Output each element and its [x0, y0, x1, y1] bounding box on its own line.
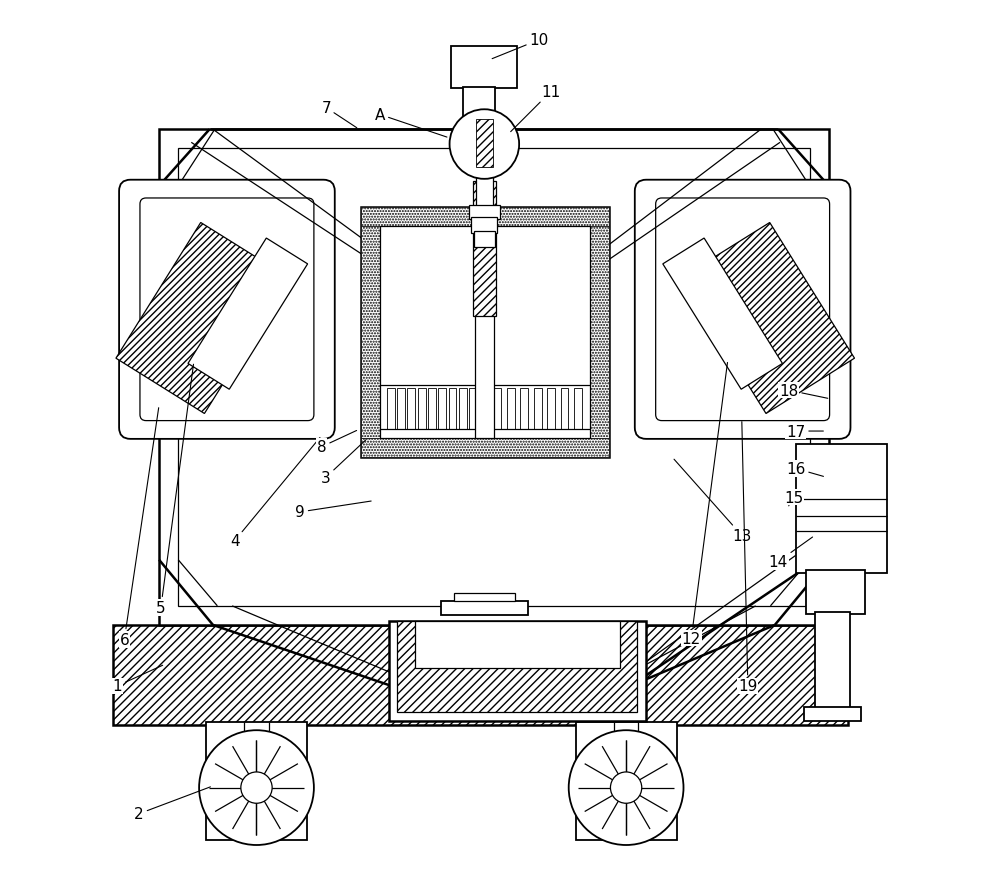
Bar	[796, 445, 887, 574]
Bar	[590, 226, 609, 438]
Bar	[418, 389, 426, 430]
Bar	[476, 164, 493, 208]
FancyBboxPatch shape	[119, 181, 335, 439]
Bar	[576, 723, 677, 840]
Text: 13: 13	[674, 460, 751, 543]
Bar	[474, 232, 495, 247]
Bar	[804, 707, 861, 721]
Polygon shape	[116, 224, 289, 414]
Bar	[534, 389, 542, 430]
Bar	[475, 226, 494, 438]
Bar	[206, 723, 307, 840]
FancyBboxPatch shape	[635, 181, 850, 439]
Bar	[469, 206, 500, 219]
Bar	[178, 149, 810, 606]
Bar	[561, 389, 568, 430]
Bar	[361, 438, 609, 458]
Bar	[451, 46, 517, 89]
Text: 7: 7	[321, 101, 357, 129]
Bar	[361, 226, 380, 438]
Bar	[459, 389, 467, 430]
Polygon shape	[188, 239, 308, 389]
Bar	[520, 389, 528, 430]
Bar	[361, 208, 609, 226]
Bar	[449, 389, 456, 430]
Bar	[815, 612, 850, 712]
Bar	[159, 130, 829, 625]
Circle shape	[241, 772, 272, 803]
Bar	[454, 593, 515, 602]
Bar	[438, 389, 446, 430]
Bar	[493, 389, 501, 430]
Text: 6: 6	[119, 408, 159, 647]
Text: 17: 17	[786, 424, 823, 439]
Text: 16: 16	[786, 461, 823, 477]
Bar	[415, 621, 620, 668]
Text: A: A	[375, 108, 447, 138]
Bar	[387, 389, 395, 430]
Text: 14: 14	[769, 538, 813, 569]
Text: 12: 12	[682, 363, 727, 645]
Text: 8: 8	[317, 431, 357, 454]
Circle shape	[199, 731, 314, 845]
Text: 9: 9	[295, 502, 371, 520]
Circle shape	[450, 111, 519, 180]
Bar	[397, 621, 637, 712]
Bar	[507, 389, 515, 430]
Bar	[463, 88, 495, 124]
Bar	[397, 389, 405, 430]
Bar	[471, 217, 497, 233]
Text: 5: 5	[156, 365, 194, 616]
Bar	[361, 208, 609, 458]
Bar	[473, 182, 496, 317]
FancyBboxPatch shape	[656, 199, 830, 421]
Bar	[428, 389, 436, 430]
Bar	[441, 602, 528, 616]
FancyBboxPatch shape	[140, 199, 314, 421]
Bar	[113, 625, 848, 725]
Circle shape	[569, 731, 683, 845]
Bar	[574, 389, 582, 430]
Bar	[397, 621, 637, 712]
Text: 1: 1	[113, 666, 163, 694]
Circle shape	[610, 772, 642, 803]
Bar	[476, 119, 493, 168]
Text: 19: 19	[738, 422, 758, 694]
Polygon shape	[663, 239, 782, 389]
Bar	[407, 389, 415, 430]
Bar	[806, 571, 865, 614]
Text: 3: 3	[321, 440, 366, 485]
Bar	[389, 621, 646, 721]
Text: 2: 2	[134, 787, 210, 821]
Text: 10: 10	[492, 33, 549, 60]
Bar	[380, 226, 590, 438]
Bar	[547, 389, 555, 430]
Polygon shape	[681, 224, 855, 414]
Text: 4: 4	[230, 438, 320, 548]
Text: 15: 15	[784, 490, 804, 506]
Text: 18: 18	[779, 383, 828, 399]
Bar	[469, 389, 477, 430]
Text: 11: 11	[511, 85, 560, 132]
